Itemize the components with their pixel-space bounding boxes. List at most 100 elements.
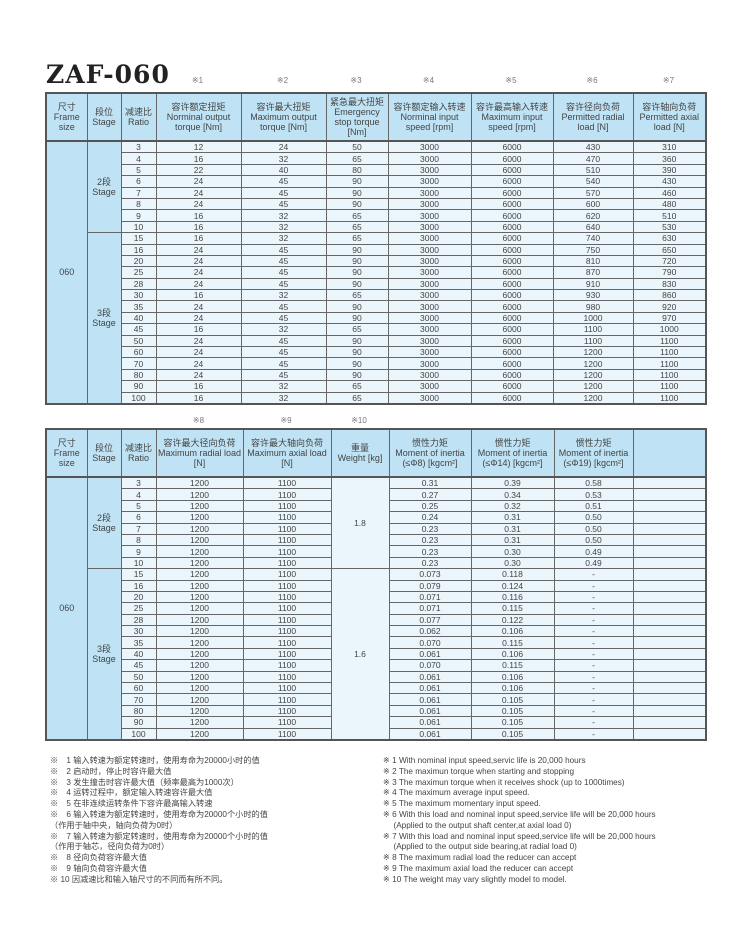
table-cell: 810 bbox=[552, 254, 634, 268]
table-row: 10 16 32 65 3000 6000 640 530 bbox=[46, 220, 707, 234]
table-cell: 30 bbox=[120, 625, 157, 638]
table-cell: 90 bbox=[325, 311, 389, 325]
table-cell: 45 bbox=[240, 186, 327, 199]
table-cell: 6000 bbox=[470, 232, 554, 245]
table-cell: 45 bbox=[240, 346, 327, 359]
footnote: ※ 6 输入转速为额定转速时，使用寿命为20000个小时的值 bbox=[50, 809, 268, 819]
empty-cell bbox=[632, 579, 707, 592]
table-cell: 3000 bbox=[387, 254, 472, 268]
table-cell: 510 bbox=[552, 163, 634, 177]
header-zh: 紧急最大扭矩 bbox=[329, 97, 384, 107]
stage-cell: 3段 Stage bbox=[86, 232, 122, 405]
table-cell: 0.32 bbox=[470, 499, 555, 513]
table-row: 10 1200 1100 0.23 0.30 0.49 bbox=[46, 556, 707, 570]
table-cell: 70 bbox=[120, 693, 157, 706]
table-cell: 1100 bbox=[242, 476, 332, 490]
table-cell: 50 bbox=[120, 670, 157, 684]
table-cell: 45 bbox=[240, 266, 327, 279]
table-cell: 3000 bbox=[387, 357, 472, 370]
table-cell: 32 bbox=[240, 391, 327, 405]
table-cell: 8 bbox=[120, 197, 157, 211]
header-en: Maximum axial load [N] bbox=[247, 448, 327, 468]
table-cell: 10 bbox=[120, 556, 157, 570]
table-cell: 1200 bbox=[155, 499, 244, 513]
table-row: 45 16 32 65 3000 6000 1100 1000 bbox=[46, 323, 707, 336]
table-cell: 1000 bbox=[552, 311, 634, 325]
header-en: Ratio bbox=[127, 117, 149, 127]
table-cell: 6000 bbox=[470, 334, 554, 348]
table-cell: 24 bbox=[155, 175, 242, 188]
table-cell: 1100 bbox=[242, 613, 332, 627]
empty-cell bbox=[632, 704, 707, 718]
empty-cell bbox=[632, 545, 707, 558]
table-cell: 360 bbox=[632, 152, 707, 165]
table-cell: 65 bbox=[325, 220, 389, 234]
table-cell: 6000 bbox=[470, 391, 554, 405]
table-cell: 0.34 bbox=[470, 488, 555, 501]
table-cell: 1100 bbox=[242, 590, 332, 604]
empty-cell bbox=[632, 522, 707, 535]
frame-size-cell: 060 bbox=[45, 476, 88, 741]
table-row: 35 1200 1100 0.070 0.115- bbox=[46, 636, 707, 649]
table-cell: 16 bbox=[155, 220, 242, 234]
table-cell: 6000 bbox=[470, 197, 554, 211]
table-row: 70 24 45 90 3000 6000 1200 1100 bbox=[46, 357, 707, 370]
footnote: ※ 6 With this load and nominal input spe… bbox=[383, 809, 656, 819]
table-cell: - bbox=[553, 716, 634, 729]
table-row: 50 1200 1100 0.061 0.106- bbox=[46, 670, 707, 684]
table-cell: 24 bbox=[155, 311, 242, 325]
table-cell: 480 bbox=[632, 197, 707, 211]
table-cell: 1200 bbox=[155, 590, 244, 604]
table-cell: - bbox=[553, 602, 634, 615]
table-cell: 1100 bbox=[242, 716, 332, 729]
header-zh: 重量 bbox=[350, 443, 369, 453]
table-cell: 6000 bbox=[470, 277, 554, 291]
empty-cell bbox=[632, 647, 707, 661]
table-cell: 16 bbox=[155, 380, 242, 393]
table-cell: 930 bbox=[552, 289, 634, 302]
table-cell: 1200 bbox=[552, 391, 634, 405]
table-cell: 0.061 bbox=[388, 716, 472, 729]
table-cell: 4 bbox=[120, 488, 157, 501]
table-cell: 50 bbox=[120, 334, 157, 348]
table-cell: 0.061 bbox=[388, 647, 472, 661]
header-en: Stage bbox=[92, 117, 116, 127]
table-cell: 90 bbox=[325, 368, 389, 382]
table-row: 35 24 45 90 3000 6000 980 920 bbox=[46, 300, 707, 313]
table-cell: 0.061 bbox=[388, 670, 472, 684]
table-row: 50 24 45 90 3000 6000 1100 1100 bbox=[46, 334, 707, 348]
column-header: 减速比 Ratio bbox=[120, 428, 157, 478]
table-cell: 24 bbox=[155, 266, 242, 279]
table-cell: 0.061 bbox=[388, 704, 472, 718]
table-cell: 24 bbox=[155, 300, 242, 313]
header-en: Norminal output torque [Nm] bbox=[166, 112, 231, 132]
table-cell: 45 bbox=[120, 323, 157, 336]
table-cell: 0.106 bbox=[470, 647, 555, 661]
stage-cell: 2段 Stage bbox=[86, 476, 122, 570]
table-cell: 60 bbox=[120, 682, 157, 695]
table-row: 5 22 40 80 3000 6000 510 390 bbox=[46, 163, 707, 177]
table-cell: 6000 bbox=[470, 254, 554, 268]
table-cell: 3000 bbox=[387, 175, 472, 188]
table-row: 30 1200 1100 0.062 0.106- bbox=[46, 625, 707, 638]
table-cell: 24 bbox=[155, 368, 242, 382]
table-row: 40 1200 1100 0.061 0.106- bbox=[46, 647, 707, 661]
table-cell: 0.23 bbox=[388, 533, 472, 547]
table-cell: 16 bbox=[120, 243, 157, 256]
table-row: 16 1200 1100 0.079 0.124- bbox=[46, 579, 707, 592]
table-cell: 0.50 bbox=[553, 522, 634, 535]
table-cell: 980 bbox=[552, 300, 634, 313]
table-cell: 0.124 bbox=[470, 579, 555, 592]
header-zh: 容许最大扭矩 bbox=[256, 102, 311, 112]
table-cell: 32 bbox=[240, 152, 327, 165]
empty-cell bbox=[632, 682, 707, 695]
table-cell: 1200 bbox=[155, 727, 244, 741]
table-cell: - bbox=[553, 568, 634, 581]
table-cell: - bbox=[553, 727, 634, 741]
table-cell: 0.071 bbox=[388, 590, 472, 604]
table-cell: 90 bbox=[120, 716, 157, 729]
table-cell: 28 bbox=[120, 277, 157, 291]
footnote: ※ 3 The maximun torque when it receives … bbox=[383, 777, 625, 787]
column-header: 惯性力矩 Moment of inertia (≤Φ19) [kgcm²] bbox=[553, 428, 634, 478]
table-cell: 0.31 bbox=[470, 533, 555, 547]
